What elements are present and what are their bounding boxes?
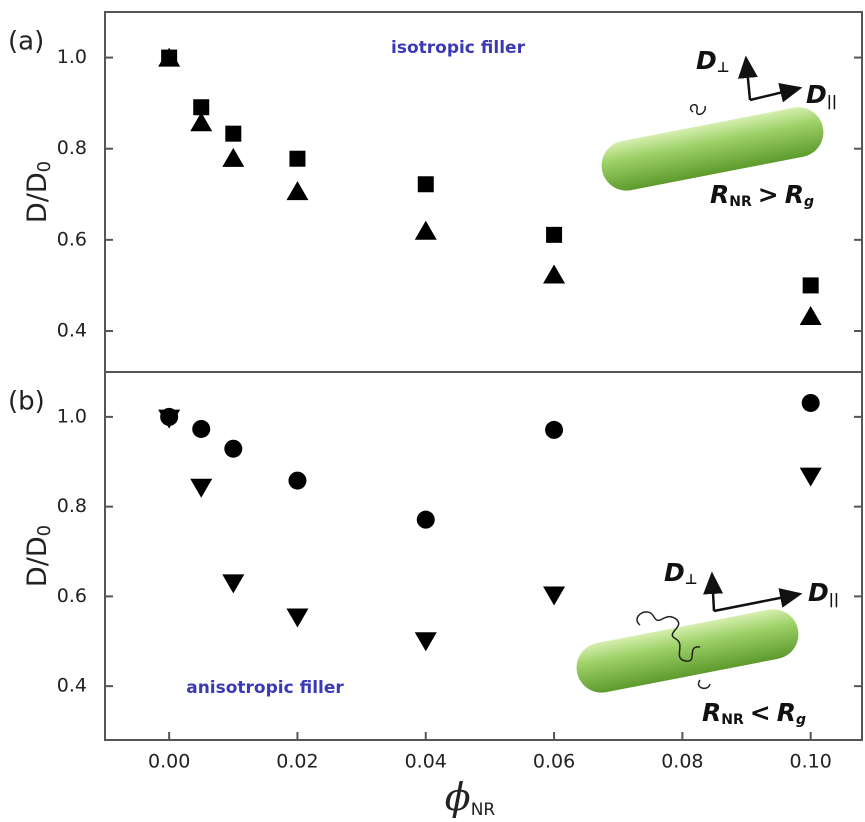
label-part: R xyxy=(777,698,796,727)
label-sub: || xyxy=(827,94,837,110)
marker-triangle xyxy=(222,147,245,167)
inset-label: D|| xyxy=(806,80,837,110)
y-tick-label: 0.8 xyxy=(57,137,87,159)
inset-relation: RNR < Rg xyxy=(702,698,806,728)
x-tick-label: 0.06 xyxy=(533,751,575,773)
inset-a-drawing xyxy=(601,55,824,191)
marker-triangle xyxy=(158,47,181,67)
x-axis-label: ϕNR xyxy=(445,775,496,821)
marker-triangle-down xyxy=(158,409,181,429)
marker-square xyxy=(417,176,434,193)
marker-triangle-down xyxy=(414,632,437,652)
label-sub: g xyxy=(796,712,806,728)
label-part: D/D xyxy=(22,536,53,587)
panel-label: (a) xyxy=(8,27,44,57)
marker-triangle xyxy=(414,220,437,240)
marker-square xyxy=(193,99,210,116)
label-part: R xyxy=(702,698,721,727)
label-part: > xyxy=(758,180,779,209)
y-tick-label: 0.6 xyxy=(57,228,87,250)
x-tick-label: 0.10 xyxy=(790,751,832,773)
marker-square xyxy=(289,150,306,167)
label-sub: g xyxy=(804,194,814,210)
label-sub: ⊥ xyxy=(717,60,730,76)
label-part: D xyxy=(664,558,685,587)
marker-circle xyxy=(224,439,243,458)
label-part: D xyxy=(696,46,717,75)
label-part: D/D xyxy=(22,172,53,223)
marker-triangle-down xyxy=(190,478,213,498)
annotation: isotropic filler xyxy=(391,38,526,58)
label-part: D xyxy=(806,80,827,109)
annotation: anisotropic filler xyxy=(186,678,344,698)
panel-label: (b) xyxy=(8,387,45,417)
label-part: < xyxy=(750,698,771,727)
plot-frame xyxy=(104,371,863,741)
marker-triangle-down xyxy=(543,586,566,606)
marker-triangle xyxy=(190,112,213,132)
inset-b-drawing xyxy=(576,571,803,693)
marker-circle xyxy=(545,420,564,439)
label-part: ϕ xyxy=(445,775,471,819)
y-tick-label: 1.0 xyxy=(57,405,87,427)
y-tick-label: 1.0 xyxy=(57,46,87,68)
inset-label: D⊥ xyxy=(664,558,698,588)
marker-square xyxy=(546,226,563,243)
plot-frame xyxy=(104,11,863,373)
marker-triangle-down xyxy=(799,467,822,487)
label-sub: NR xyxy=(471,800,496,820)
marker-triangle xyxy=(286,181,309,201)
marker-triangle xyxy=(543,264,566,284)
marker-triangle xyxy=(799,305,822,325)
inset-label: D|| xyxy=(808,578,839,608)
inset-relation: RNR > Rg xyxy=(710,180,814,210)
y-axis-label: D/D0 xyxy=(22,161,56,223)
label-sub: NR xyxy=(721,712,744,728)
y-tick-label: 0.8 xyxy=(57,495,87,517)
marker-circle xyxy=(801,393,820,412)
marker-square xyxy=(225,125,242,142)
label-part: D xyxy=(808,578,829,607)
marker-circle xyxy=(416,510,435,529)
x-tick-label: 0.08 xyxy=(661,751,703,773)
marker-square xyxy=(802,277,819,294)
label-part: R xyxy=(785,180,804,209)
y-tick-label: 0.4 xyxy=(57,319,87,341)
marker-triangle-down xyxy=(222,574,245,594)
marker-circle xyxy=(192,419,211,438)
y-tick-label: 0.6 xyxy=(57,585,87,607)
x-tick-label: 0.02 xyxy=(276,751,318,773)
marker-triangle-down xyxy=(286,608,309,628)
label-part: R xyxy=(710,180,729,209)
x-tick-label: 0.04 xyxy=(405,751,447,773)
label-sub: ⊥ xyxy=(685,572,698,588)
marker-circle xyxy=(288,471,307,490)
inset-label: D⊥ xyxy=(696,46,730,76)
label-sub: 0 xyxy=(34,525,55,536)
x-tick-label: 0.00 xyxy=(148,751,190,773)
label-sub: NR xyxy=(729,194,752,210)
label-sub: 0 xyxy=(34,161,55,172)
label-sub: || xyxy=(829,592,839,608)
y-axis-label: D/D0 xyxy=(22,525,56,587)
y-tick-label: 0.4 xyxy=(57,675,87,697)
